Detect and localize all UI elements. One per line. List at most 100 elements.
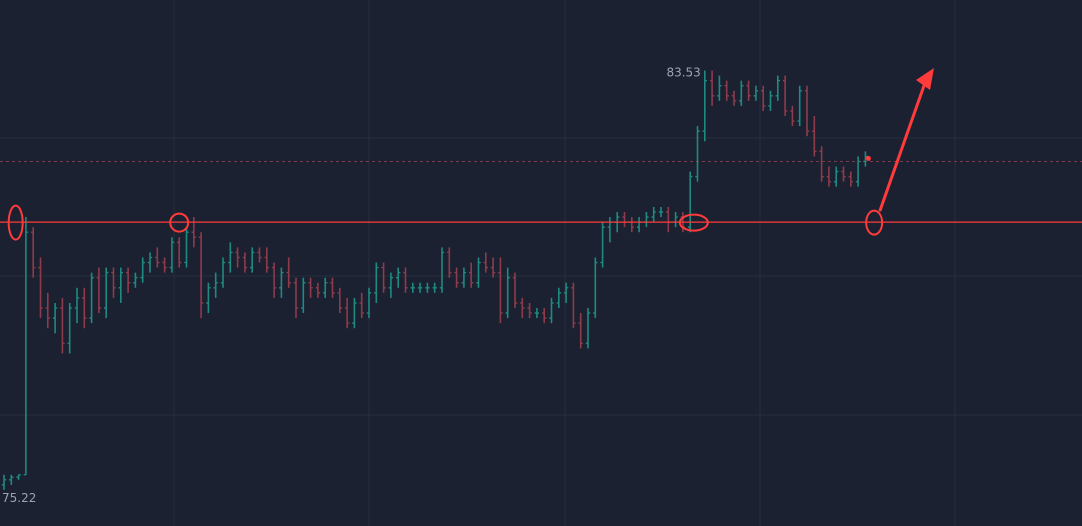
ohlc-bar-22 — [162, 257, 167, 273]
ohlc-bar-9 — [67, 302, 72, 354]
ohlc-bar-37 — [271, 262, 277, 298]
ohlc-bar-14 — [104, 267, 109, 319]
ohlc-bar-70 — [512, 272, 518, 308]
ohlc-bars — [1, 70, 868, 490]
ohlc-bar-49 — [359, 292, 364, 319]
ohlc-bar-107 — [782, 75, 788, 116]
ohlc-bar-81 — [593, 257, 598, 319]
ohlc-bar-44 — [323, 277, 328, 298]
ohlc-bar-112 — [819, 146, 824, 182]
ohlc-bar-101 — [739, 80, 744, 106]
ohlc-bar-16 — [118, 267, 123, 303]
ohlc-bar-61 — [447, 247, 452, 278]
ohlc-bar-46 — [337, 287, 342, 314]
ohlc-bar-68 — [498, 257, 503, 324]
ohlc-bar-21 — [155, 247, 160, 268]
ohlc-bar-104 — [761, 85, 766, 111]
ohlc-bar-34 — [250, 247, 255, 273]
ohlc-bar-62 — [454, 267, 459, 288]
ohlc-bar-7 — [52, 302, 58, 334]
ohlc-bar-109 — [797, 85, 802, 127]
ohlc-bar-60 — [439, 247, 445, 293]
ohlc-bar-85 — [622, 212, 627, 228]
ohlc-bar-2 — [16, 474, 21, 480]
ohlc-bar-69 — [505, 267, 510, 319]
ohlc-bar-55 — [403, 267, 408, 293]
ohlc-bar-73 — [534, 308, 540, 319]
ohlc-bar-27 — [198, 232, 204, 319]
ohlc-bar-96 — [702, 70, 707, 142]
ohlc-bar-111 — [812, 116, 817, 157]
ohlc-bar-30 — [220, 257, 226, 288]
ohlc-bar-51 — [374, 262, 379, 303]
ohlc-bar-10 — [74, 287, 80, 324]
ohlc-bar-79 — [578, 313, 583, 349]
ohlc-bar-59 — [432, 282, 437, 293]
ohlc-bar-43 — [315, 282, 321, 298]
ohlc-bar-78 — [571, 282, 576, 329]
ohlc-bar-33 — [242, 252, 248, 273]
ohlc-bar-11 — [82, 287, 87, 329]
ohlc-bar-80 — [585, 308, 591, 349]
ohlc-bar-47 — [344, 297, 350, 329]
ohlc-bar-92 — [673, 212, 678, 228]
ohlc-bar-90 — [658, 206, 664, 218]
ohlc-bar-86 — [629, 217, 634, 233]
ohlc-bar-54 — [396, 267, 401, 288]
ohlc-bar-3 — [23, 217, 29, 476]
ohlc-bar-0 — [1, 474, 7, 490]
ohlc-bar-1 — [9, 474, 14, 485]
highlight-ellipse-0 — [7, 204, 24, 241]
ohlc-bar-116 — [848, 171, 853, 187]
highlight-ellipse-2 — [678, 213, 709, 232]
ohlc-bar-12 — [89, 272, 94, 324]
ohlc-bar-15 — [111, 267, 116, 298]
ohlc-bar-53 — [388, 272, 394, 298]
ohlc-bar-82 — [600, 222, 605, 268]
ohlc-bar-77 — [563, 282, 569, 303]
ohlc-bar-105 — [768, 90, 773, 111]
ohlc-bar-38 — [279, 267, 284, 298]
ohlc-bar-29 — [213, 272, 218, 298]
annotations — [7, 68, 934, 241]
ohlc-bar-72 — [527, 302, 532, 319]
ohlc-bar-71 — [520, 297, 525, 319]
ohlc-bar-110 — [804, 85, 810, 137]
ohlc-bar-89 — [651, 206, 656, 223]
ohlc-bar-66 — [483, 252, 488, 273]
ohlc-bar-98 — [717, 75, 722, 101]
ohlc-bar-67 — [490, 257, 496, 278]
ohlc-bar-88 — [644, 212, 649, 228]
ohlc-bar-58 — [425, 282, 430, 293]
ohlc-bar-114 — [834, 166, 839, 187]
ohlc-bar-20 — [147, 252, 153, 273]
ohlc-bar-108 — [790, 105, 795, 127]
ohlc-bar-76 — [556, 287, 561, 308]
ohlc-bar-6 — [45, 292, 50, 329]
trend-arrow-shaft — [878, 78, 928, 212]
ohlc-bar-39 — [286, 257, 291, 288]
high-price-label: 83.53 — [666, 66, 700, 80]
ohlc-bar-64 — [469, 262, 474, 288]
ohlc-bar-102 — [746, 80, 751, 101]
ohlc-bar-56 — [410, 282, 415, 293]
ohlc-bar-32 — [235, 247, 240, 268]
ohlc-bar-8 — [60, 297, 65, 354]
trend-arrow-head — [916, 68, 934, 90]
ohlc-bar-28 — [206, 282, 211, 314]
ohlc-bar-50 — [366, 287, 372, 319]
ohlc-bar-18 — [133, 272, 138, 288]
ohlc-bar-83 — [607, 217, 613, 243]
ohlc-bar-40 — [293, 277, 299, 319]
ohlc-bar-87 — [636, 217, 642, 233]
highlight-ellipse-3 — [865, 209, 884, 236]
ohlc-bar-19 — [140, 257, 145, 283]
ohlc-bar-35 — [257, 247, 262, 263]
ohlc-bar-41 — [301, 277, 306, 314]
ohlc-bar-117 — [855, 156, 861, 187]
ohlc-bar-52 — [381, 262, 386, 293]
ohlc-bar-106 — [775, 75, 780, 101]
ohlc-bar-75 — [549, 297, 554, 324]
